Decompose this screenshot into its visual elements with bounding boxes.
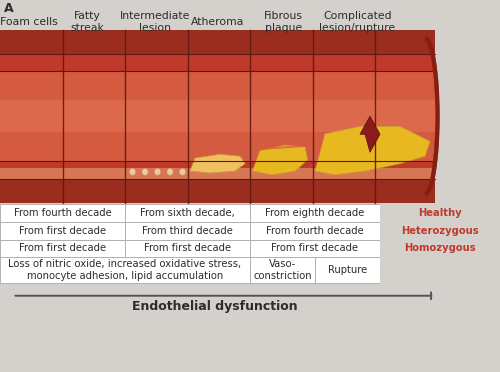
Bar bbox=[125, 222, 250, 240]
Bar bbox=[250, 240, 380, 257]
Bar bbox=[315, 257, 380, 283]
Bar bbox=[0, 257, 250, 283]
Polygon shape bbox=[190, 154, 245, 173]
Bar bbox=[250, 222, 380, 240]
Text: Loss of nitric oxide, increased oxidative stress,
monocyte adhesion, lipid accum: Loss of nitric oxide, increased oxidativ… bbox=[8, 259, 241, 281]
Polygon shape bbox=[252, 145, 308, 151]
Bar bbox=[0, 222, 125, 240]
Text: From third decade: From third decade bbox=[142, 226, 233, 235]
Bar bbox=[250, 204, 380, 222]
Bar bbox=[380, 222, 500, 240]
Text: From first decade: From first decade bbox=[272, 244, 358, 253]
Text: From first decade: From first decade bbox=[144, 244, 231, 253]
Text: From sixth decade,: From sixth decade, bbox=[140, 208, 235, 218]
Text: Intermediate
lesion: Intermediate lesion bbox=[120, 11, 190, 33]
Text: From fourth decade: From fourth decade bbox=[266, 226, 364, 235]
Text: Vaso-
constriction: Vaso- constriction bbox=[253, 259, 312, 281]
Bar bbox=[0, 30, 435, 54]
Text: From fourth decade: From fourth decade bbox=[14, 208, 112, 218]
Polygon shape bbox=[252, 145, 308, 175]
Bar bbox=[380, 257, 500, 283]
Polygon shape bbox=[315, 126, 430, 175]
Bar bbox=[0, 71, 435, 161]
Text: Fibrous
plaque: Fibrous plaque bbox=[264, 11, 303, 33]
Text: Atheroma: Atheroma bbox=[191, 17, 244, 27]
Text: From first decade: From first decade bbox=[19, 244, 106, 253]
Text: A: A bbox=[4, 2, 14, 15]
Bar bbox=[0, 54, 435, 71]
Bar bbox=[0, 179, 435, 203]
Bar bbox=[250, 257, 315, 283]
Text: Heterozygous: Heterozygous bbox=[401, 226, 479, 235]
Ellipse shape bbox=[167, 169, 173, 175]
Ellipse shape bbox=[154, 169, 160, 175]
Ellipse shape bbox=[142, 169, 148, 175]
Bar bbox=[125, 204, 250, 222]
Bar bbox=[0, 168, 435, 179]
Bar bbox=[0, 204, 125, 222]
Text: Homozygous: Homozygous bbox=[404, 244, 476, 253]
Polygon shape bbox=[360, 116, 380, 152]
Text: Foam cells: Foam cells bbox=[0, 17, 58, 27]
Text: Healthy: Healthy bbox=[418, 208, 462, 218]
Bar bbox=[0, 161, 435, 179]
Text: Endothelial dysfunction: Endothelial dysfunction bbox=[132, 300, 298, 313]
Bar bbox=[125, 240, 250, 257]
Text: From first decade: From first decade bbox=[19, 226, 106, 235]
Bar bbox=[380, 204, 500, 222]
Bar bbox=[0, 240, 125, 257]
Text: Complicated
lesion/rupture: Complicated lesion/rupture bbox=[320, 11, 396, 33]
Ellipse shape bbox=[130, 169, 136, 175]
Bar bbox=[380, 240, 500, 257]
Ellipse shape bbox=[180, 169, 186, 175]
Bar bbox=[0, 30, 435, 203]
Bar bbox=[0, 100, 435, 132]
Text: Rupture: Rupture bbox=[328, 265, 367, 275]
Text: Fatty
streak: Fatty streak bbox=[70, 11, 104, 33]
Text: From eighth decade: From eighth decade bbox=[266, 208, 364, 218]
